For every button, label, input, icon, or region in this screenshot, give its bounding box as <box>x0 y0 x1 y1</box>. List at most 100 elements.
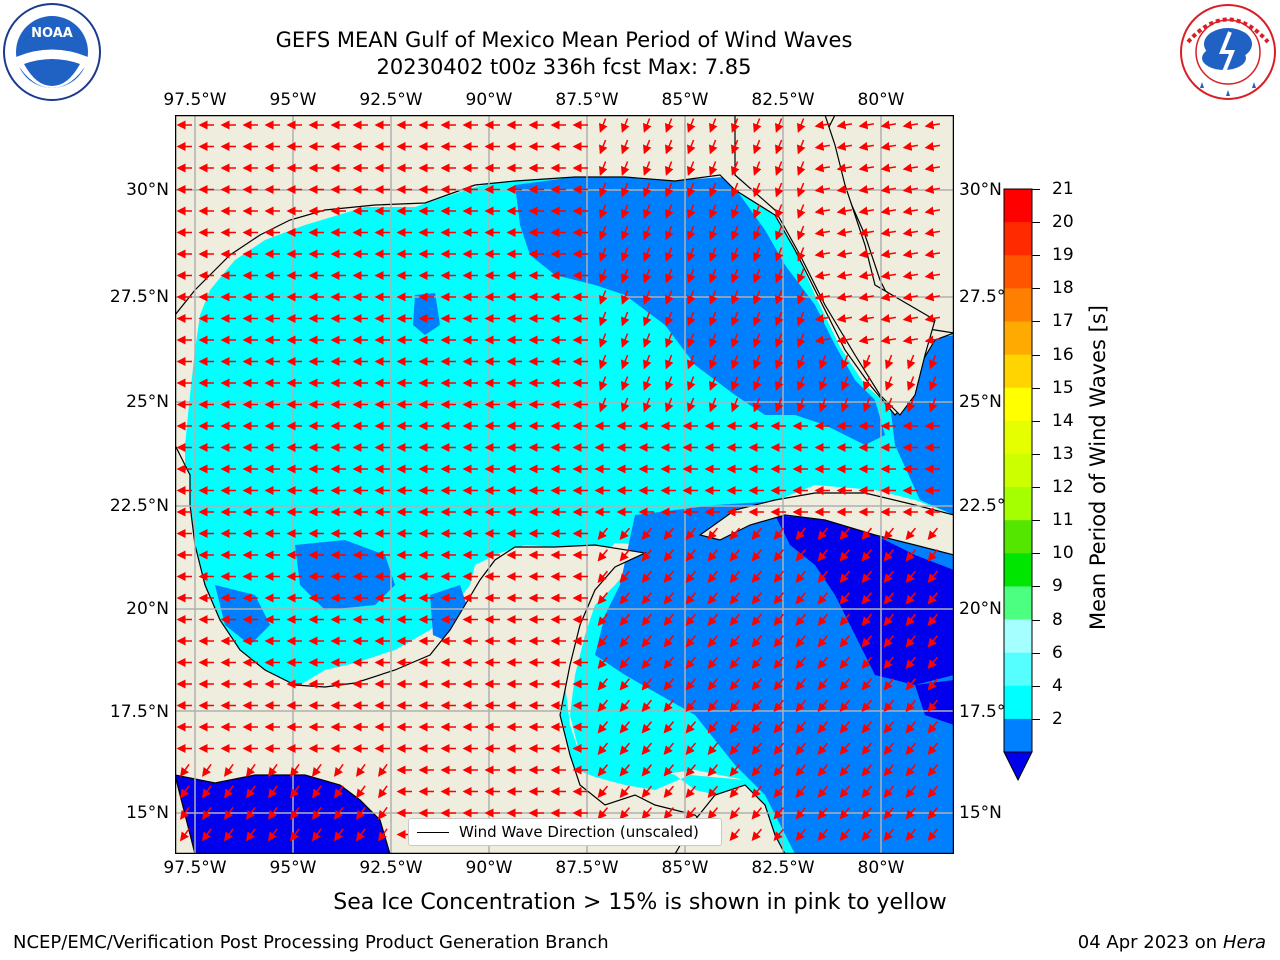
wind-arrow <box>927 764 939 777</box>
wind-arrow <box>902 292 919 302</box>
wind-arrow <box>797 333 806 348</box>
wind-arrow <box>924 206 941 216</box>
wind-arrow <box>836 227 853 237</box>
wind-arrow <box>817 592 829 605</box>
wind-arrow <box>599 247 608 262</box>
wind-arrow <box>797 268 806 284</box>
wind-arrow <box>751 635 763 648</box>
lon-label-bottom: 87.5°W <box>555 858 619 878</box>
wind-arrow <box>621 247 630 262</box>
wind-arrow <box>927 527 939 541</box>
legend-label: Wind Wave Direction (unscaled) <box>459 823 699 841</box>
wind-arrow <box>814 184 831 194</box>
wind-arrow <box>773 635 785 648</box>
wind-arrow <box>621 397 630 413</box>
wind-arrow <box>795 570 807 584</box>
wind-arrow <box>795 592 807 605</box>
wind-arrow <box>268 763 278 777</box>
wind-arrow <box>839 699 851 713</box>
wind-arrow <box>665 139 674 155</box>
wind-arrow <box>927 742 939 756</box>
wind-arrow <box>858 335 875 345</box>
wind-arrow <box>709 290 718 305</box>
wind-arrow <box>753 268 762 284</box>
wind-arrow <box>687 354 696 370</box>
wind-arrow <box>378 806 388 820</box>
lon-label-bottom: 80°W <box>857 858 905 878</box>
wind-arrow <box>839 570 851 584</box>
wind-arrow <box>905 549 917 562</box>
wind-arrow <box>858 184 875 194</box>
wind-arrow <box>880 249 897 259</box>
lon-label-bottom: 95°W <box>269 858 317 878</box>
wind-arrow <box>775 225 784 241</box>
wind-arrow <box>795 785 807 799</box>
wind-arrow <box>621 118 630 133</box>
wind-arrow <box>814 270 831 280</box>
wind-arrow <box>687 268 696 284</box>
wind-arrow <box>641 635 653 648</box>
wind-arrow <box>643 182 652 198</box>
wind-arrow <box>858 141 875 151</box>
colorbar-label: Mean Period of Wind Waves [s] <box>1086 305 1110 630</box>
colorbar-band <box>1004 586 1032 621</box>
lon-label-top: 87.5°W <box>555 90 619 110</box>
wind-arrow <box>905 764 917 777</box>
wind-arrow <box>795 721 807 734</box>
wind-arrow <box>753 397 762 413</box>
wind-arrow <box>334 785 344 799</box>
wind-arrow <box>817 721 829 734</box>
wind-arrow <box>246 763 256 777</box>
wind-arrow <box>839 678 851 691</box>
wind-arrow <box>751 527 763 541</box>
wind-arrow <box>665 397 674 413</box>
wind-arrow <box>880 335 897 345</box>
wind-arrow <box>883 678 895 691</box>
wind-arrow <box>773 656 785 670</box>
wind-arrow <box>685 807 697 820</box>
wind-arrow <box>619 764 631 777</box>
wind-arrow <box>902 141 919 151</box>
wind-arrow <box>902 206 919 216</box>
wind-arrow <box>883 656 895 670</box>
wind-arrow <box>753 247 762 262</box>
wind-arrow <box>665 268 674 284</box>
wind-arrow <box>924 335 941 345</box>
wind-arrow <box>685 570 697 584</box>
wind-arrow <box>621 139 630 155</box>
colorbar-tick-label: 12 <box>1052 477 1074 498</box>
lon-label-bottom: 85°W <box>661 858 709 878</box>
wind-arrow <box>707 699 719 713</box>
wind-arrow <box>797 161 806 176</box>
wind-arrow <box>883 721 895 734</box>
colorbar-tick-mark <box>1032 586 1040 588</box>
wind-arrow <box>312 763 322 777</box>
wind-arrow <box>687 161 696 176</box>
wind-arrow <box>621 225 630 241</box>
wind-arrow <box>861 785 873 799</box>
wind-arrow <box>731 354 740 370</box>
wind-arrow <box>729 721 741 734</box>
wind-arrow <box>907 376 916 391</box>
wind-arrow <box>312 806 322 820</box>
wind-arrow <box>709 118 718 133</box>
wind-arrow <box>731 311 740 327</box>
lat-label-left: 25°N <box>126 392 169 412</box>
colorbar-band <box>1004 387 1032 422</box>
wind-arrow <box>356 785 366 799</box>
colorbar-extend-triangle <box>1003 751 1033 782</box>
wind-arrow <box>619 678 631 691</box>
wind-arrow <box>641 678 653 691</box>
wind-arrow <box>378 763 388 777</box>
wind-arrow <box>814 141 831 151</box>
wind-arrow <box>685 613 697 627</box>
wind-arrow <box>836 335 853 345</box>
wind-arrow <box>863 397 872 413</box>
wind-arrow <box>775 182 784 198</box>
wind-arrow <box>685 742 697 756</box>
colorbar-tick-mark <box>1032 189 1040 190</box>
colorbar-tick-mark <box>1032 652 1040 654</box>
colorbar-band <box>1004 652 1032 687</box>
colorbar-tick-label: 19 <box>1052 245 1074 266</box>
wind-arrow <box>797 204 806 219</box>
